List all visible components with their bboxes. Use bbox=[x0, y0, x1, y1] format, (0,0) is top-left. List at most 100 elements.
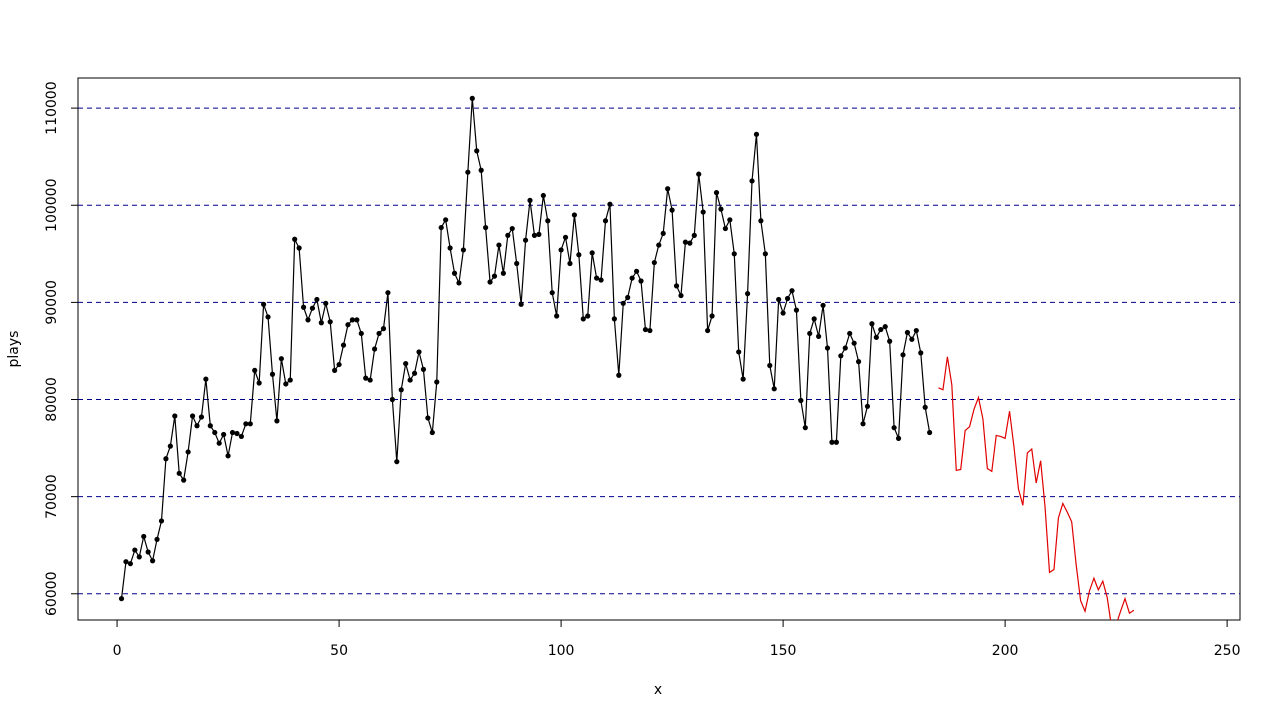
x-tick-label: 50 bbox=[330, 643, 348, 659]
data-point bbox=[451, 270, 458, 276]
data-point bbox=[234, 430, 240, 437]
data-point bbox=[829, 439, 835, 445]
data-point bbox=[900, 352, 906, 358]
data-point bbox=[851, 340, 857, 346]
data-point bbox=[438, 224, 444, 231]
data-point bbox=[594, 275, 600, 281]
data-point bbox=[380, 326, 387, 332]
y-tick-label: 100000 bbox=[44, 179, 60, 232]
data-point bbox=[465, 169, 471, 175]
data-point bbox=[123, 559, 129, 565]
data-point bbox=[207, 423, 213, 429]
data-point bbox=[749, 178, 755, 184]
data-point bbox=[602, 218, 609, 224]
data-point bbox=[722, 225, 728, 232]
data-point bbox=[665, 186, 671, 192]
data-point bbox=[816, 333, 822, 339]
data-point bbox=[669, 207, 675, 213]
data-point bbox=[185, 449, 191, 455]
data-point bbox=[118, 596, 125, 602]
data-point bbox=[740, 376, 746, 382]
data-point bbox=[891, 425, 897, 431]
data-point bbox=[278, 356, 284, 362]
data-point bbox=[616, 372, 622, 378]
data-point bbox=[860, 421, 866, 427]
data-point bbox=[927, 429, 933, 436]
data-point bbox=[318, 320, 324, 326]
data-point bbox=[878, 326, 884, 333]
data-point bbox=[847, 330, 853, 337]
data-point bbox=[189, 413, 196, 419]
data-point bbox=[394, 459, 400, 465]
data-point bbox=[784, 295, 791, 302]
data-point bbox=[269, 371, 276, 377]
data-point bbox=[203, 376, 209, 382]
data-point bbox=[305, 317, 311, 323]
data-point bbox=[145, 549, 151, 555]
data-point bbox=[256, 380, 262, 386]
data-point bbox=[531, 232, 538, 238]
data-point bbox=[323, 300, 329, 306]
data-point bbox=[736, 349, 742, 355]
data-point bbox=[403, 360, 409, 367]
x-axis-label: x bbox=[654, 682, 662, 698]
data-point bbox=[287, 377, 293, 383]
data-point bbox=[562, 234, 569, 240]
data-point bbox=[416, 349, 422, 355]
data-point bbox=[425, 415, 431, 421]
data-point bbox=[176, 470, 182, 476]
data-point bbox=[522, 237, 529, 243]
data-point bbox=[611, 316, 617, 322]
data-point bbox=[580, 316, 586, 322]
data-point bbox=[895, 435, 902, 441]
data-point bbox=[656, 242, 662, 248]
data-point bbox=[576, 252, 582, 258]
data-point bbox=[163, 456, 169, 462]
data-point bbox=[212, 429, 218, 436]
y-tick-label: 70000 bbox=[44, 474, 60, 519]
data-point bbox=[922, 404, 928, 410]
data-point bbox=[483, 224, 489, 231]
data-point bbox=[771, 386, 777, 392]
data-point bbox=[700, 209, 706, 215]
data-point bbox=[456, 280, 462, 286]
data-point bbox=[620, 300, 626, 306]
data-point bbox=[478, 167, 484, 173]
data-point bbox=[651, 259, 657, 266]
data-point bbox=[292, 236, 298, 242]
data-point bbox=[261, 301, 267, 307]
data-point bbox=[296, 245, 302, 251]
data-point bbox=[869, 321, 875, 327]
series-line bbox=[120, 98, 931, 599]
data-point bbox=[758, 218, 764, 224]
data-point bbox=[420, 366, 427, 372]
data-point bbox=[198, 414, 205, 420]
data-point bbox=[682, 239, 689, 245]
data-point bbox=[332, 367, 338, 373]
data-point bbox=[833, 439, 839, 445]
data-point bbox=[443, 217, 449, 223]
data-point bbox=[855, 359, 862, 365]
data-point bbox=[793, 307, 800, 313]
y-tick-label: 60000 bbox=[44, 572, 60, 617]
data-point bbox=[607, 201, 613, 207]
data-point bbox=[780, 310, 786, 316]
data-point bbox=[474, 148, 480, 154]
y-tick-label: 90000 bbox=[44, 280, 60, 325]
data-point bbox=[549, 290, 555, 296]
data-point bbox=[398, 387, 404, 393]
data-point bbox=[363, 375, 369, 381]
data-point bbox=[807, 330, 813, 337]
data-point bbox=[229, 429, 236, 436]
data-point bbox=[136, 554, 142, 560]
data-point bbox=[687, 240, 693, 246]
data-point bbox=[673, 283, 680, 289]
data-point bbox=[354, 317, 360, 323]
data-point bbox=[181, 477, 187, 483]
data-point bbox=[225, 453, 231, 459]
data-point bbox=[904, 329, 911, 336]
data-point bbox=[132, 547, 138, 553]
data-point bbox=[385, 290, 391, 296]
